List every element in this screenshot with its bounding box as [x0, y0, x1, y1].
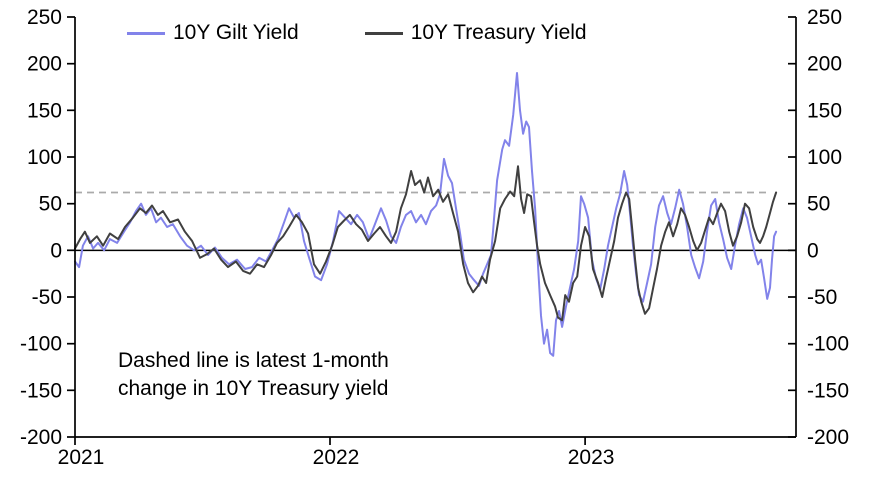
annotation-line-1: Dashed line is latest 1-month [118, 349, 389, 372]
y-axis-label-right: 100 [807, 146, 842, 169]
y-axis-label-right: 0 [807, 239, 819, 262]
y-axis-label-right: -200 [807, 426, 849, 449]
x-axis-label: 2021 [58, 446, 105, 469]
10y-gilt-yield-line [74, 72, 778, 357]
legend-item-treasury: 10Y Treasury Yield [364, 21, 587, 45]
gilt-line-swatch-icon [127, 31, 165, 35]
y-axis-label-right: -50 [807, 286, 837, 309]
chart-annotation: Dashed line is latest 1-month change in … [118, 347, 389, 403]
legend-item-gilt: 10Y Gilt Yield [127, 21, 299, 45]
y-axis-label-left: 200 [27, 53, 62, 76]
y-axis-label-right: 200 [807, 53, 842, 76]
y-axis-label-left: 100 [27, 146, 62, 169]
y-axis-label-right: -150 [807, 379, 849, 402]
treasury-line-swatch-icon [364, 31, 403, 35]
y-axis-label-left: 150 [27, 99, 62, 122]
10y-treasury-yield-line [74, 165, 778, 322]
annotation-line-2: change in 10Y Treasury yield [118, 377, 389, 400]
x-axis-label: 2023 [568, 446, 615, 469]
legend-label-gilt: 10Y Gilt Yield [173, 21, 299, 44]
y-axis-label-left: -150 [20, 379, 62, 402]
y-axis-label-left: 0 [50, 239, 62, 262]
y-axis-label-left: -100 [20, 333, 62, 356]
legend-label-treasury: 10Y Treasury Yield [410, 21, 587, 44]
y-axis-label-left: 50 [39, 193, 62, 216]
chart-legend: 10Y Gilt Yield 10Y Treasury Yield [127, 21, 587, 45]
y-axis-label-left: -200 [20, 426, 62, 449]
y-axis-label-left: 250 [27, 6, 62, 29]
y-axis-label-right: 50 [807, 193, 830, 216]
y-axis-label-right: 250 [807, 6, 842, 29]
y-axis-label-right: 150 [807, 99, 842, 122]
x-axis-label: 2022 [313, 446, 360, 469]
y-axis-label-left: -50 [32, 286, 62, 309]
y-axis-label-right: -100 [807, 333, 849, 356]
